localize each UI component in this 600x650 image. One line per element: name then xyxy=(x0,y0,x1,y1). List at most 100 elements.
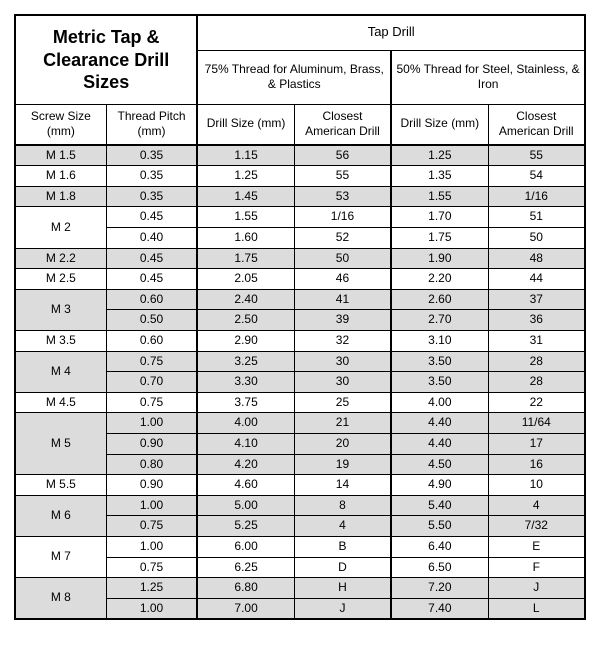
cell-drill-75: 4.10 xyxy=(197,434,294,455)
cell-drill-75: 3.75 xyxy=(197,392,294,413)
cell-drill-50: 2.70 xyxy=(391,310,488,331)
cell-american-75: 39 xyxy=(294,310,391,331)
cell-american-75: 30 xyxy=(294,372,391,393)
table-row: M 20.451.551/161.7051 xyxy=(15,207,585,228)
cell-drill-50: 7.40 xyxy=(391,598,488,619)
cell-screw-size: M 3 xyxy=(15,289,106,330)
cell-american-50: 4 xyxy=(488,495,585,516)
cell-american-50: 10 xyxy=(488,475,585,496)
cell-drill-75: 1.25 xyxy=(197,166,294,187)
cell-american-50: 51 xyxy=(488,207,585,228)
cell-american-75: 32 xyxy=(294,331,391,352)
table-row: M 40.753.25303.5028 xyxy=(15,351,585,372)
col-drill-size-50: Drill Size (mm) xyxy=(391,104,488,145)
cell-thread-pitch: 1.00 xyxy=(106,413,197,434)
cell-american-75: 55 xyxy=(294,166,391,187)
cell-drill-75: 3.25 xyxy=(197,351,294,372)
cell-drill-75: 6.00 xyxy=(197,536,294,557)
table-row: M 1.80.351.45531.551/16 xyxy=(15,186,585,207)
cell-drill-50: 4.40 xyxy=(391,434,488,455)
cell-american-50: E xyxy=(488,536,585,557)
cell-drill-75: 1.55 xyxy=(197,207,294,228)
table-row: M 71.006.00B6.40E xyxy=(15,536,585,557)
cell-thread-pitch: 0.50 xyxy=(106,310,197,331)
cell-thread-pitch: 0.40 xyxy=(106,228,197,249)
cell-thread-pitch: 0.75 xyxy=(106,351,197,372)
cell-american-50: L xyxy=(488,598,585,619)
cell-american-50: J xyxy=(488,578,585,599)
table-title: Metric Tap & Clearance Drill Sizes xyxy=(15,15,197,104)
cell-drill-75: 2.90 xyxy=(197,331,294,352)
header-tap-drill: Tap Drill xyxy=(197,15,585,50)
cell-drill-50: 4.90 xyxy=(391,475,488,496)
table-body: M 1.50.351.15561.2555M 1.60.351.25551.35… xyxy=(15,145,585,620)
col-closest-am-75: Closest American Drill xyxy=(294,104,391,145)
cell-drill-50: 3.50 xyxy=(391,351,488,372)
cell-american-50: 28 xyxy=(488,351,585,372)
cell-american-75: 30 xyxy=(294,351,391,372)
cell-drill-75: 1.60 xyxy=(197,228,294,249)
cell-screw-size: M 3.5 xyxy=(15,331,106,352)
cell-american-50: 16 xyxy=(488,454,585,475)
cell-screw-size: M 1.6 xyxy=(15,166,106,187)
table-row: M 51.004.00214.4011/64 xyxy=(15,413,585,434)
cell-american-75: 20 xyxy=(294,434,391,455)
header-50-thread: 50% Thread for Steel, Stainless, & Iron xyxy=(391,50,585,104)
table-row: M 1.60.351.25551.3554 xyxy=(15,166,585,187)
cell-drill-50: 1.75 xyxy=(391,228,488,249)
table-row: M 2.50.452.05462.2044 xyxy=(15,269,585,290)
cell-screw-size: M 2.5 xyxy=(15,269,106,290)
cell-drill-50: 4.50 xyxy=(391,454,488,475)
cell-american-75: 50 xyxy=(294,248,391,269)
table-row: M 2.20.451.75501.9048 xyxy=(15,248,585,269)
cell-thread-pitch: 1.00 xyxy=(106,495,197,516)
cell-screw-size: M 6 xyxy=(15,495,106,536)
cell-drill-50: 1.90 xyxy=(391,248,488,269)
cell-american-50: 28 xyxy=(488,372,585,393)
col-closest-am-50: Closest American Drill xyxy=(488,104,585,145)
cell-american-75: B xyxy=(294,536,391,557)
cell-thread-pitch: 0.75 xyxy=(106,516,197,537)
cell-drill-50: 1.70 xyxy=(391,207,488,228)
cell-drill-50: 5.40 xyxy=(391,495,488,516)
cell-thread-pitch: 0.60 xyxy=(106,289,197,310)
cell-american-75: 53 xyxy=(294,186,391,207)
table-row: M 5.50.904.60144.9010 xyxy=(15,475,585,496)
cell-drill-50: 2.20 xyxy=(391,269,488,290)
header-75-thread: 75% Thread for Aluminum, Brass, & Plasti… xyxy=(197,50,391,104)
cell-drill-50: 3.50 xyxy=(391,372,488,393)
cell-american-50: 44 xyxy=(488,269,585,290)
cell-drill-50: 6.40 xyxy=(391,536,488,557)
cell-drill-75: 4.60 xyxy=(197,475,294,496)
cell-thread-pitch: 1.25 xyxy=(106,578,197,599)
cell-drill-50: 3.10 xyxy=(391,331,488,352)
col-screw-size: Screw Size (mm) xyxy=(15,104,106,145)
cell-drill-50: 2.60 xyxy=(391,289,488,310)
cell-drill-75: 4.20 xyxy=(197,454,294,475)
cell-american-50: 36 xyxy=(488,310,585,331)
cell-american-75: 52 xyxy=(294,228,391,249)
cell-screw-size: M 1.8 xyxy=(15,186,106,207)
cell-thread-pitch: 0.45 xyxy=(106,207,197,228)
cell-thread-pitch: 0.70 xyxy=(106,372,197,393)
cell-drill-75: 6.80 xyxy=(197,578,294,599)
cell-drill-50: 7.20 xyxy=(391,578,488,599)
cell-american-75: 1/16 xyxy=(294,207,391,228)
cell-drill-50: 6.50 xyxy=(391,557,488,578)
cell-drill-75: 1.75 xyxy=(197,248,294,269)
col-drill-size-75: Drill Size (mm) xyxy=(197,104,294,145)
cell-drill-50: 4.40 xyxy=(391,413,488,434)
table-row: M 4.50.753.75254.0022 xyxy=(15,392,585,413)
cell-thread-pitch: 0.75 xyxy=(106,557,197,578)
table-row: M 81.256.80H7.20J xyxy=(15,578,585,599)
cell-american-50: 22 xyxy=(488,392,585,413)
cell-american-75: 46 xyxy=(294,269,391,290)
cell-screw-size: M 5.5 xyxy=(15,475,106,496)
cell-drill-75: 2.40 xyxy=(197,289,294,310)
cell-thread-pitch: 0.35 xyxy=(106,145,197,166)
table-row: M 3.50.602.90323.1031 xyxy=(15,331,585,352)
cell-american-75: J xyxy=(294,598,391,619)
cell-drill-75: 2.05 xyxy=(197,269,294,290)
cell-drill-75: 1.45 xyxy=(197,186,294,207)
table-row: M 30.602.40412.6037 xyxy=(15,289,585,310)
